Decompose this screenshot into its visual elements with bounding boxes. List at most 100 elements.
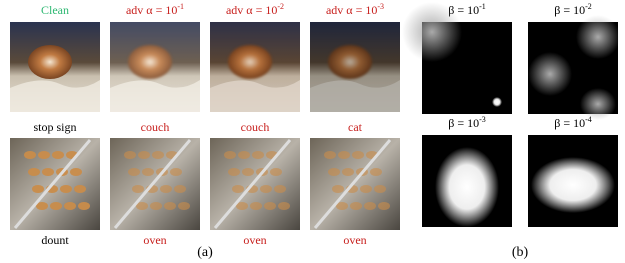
donut bbox=[360, 185, 372, 193]
donut bbox=[60, 185, 72, 193]
mask-blob bbox=[402, 2, 462, 62]
donut bbox=[178, 202, 190, 210]
donut bbox=[228, 168, 240, 176]
title-text: β = 10 bbox=[554, 116, 585, 130]
oven-image bbox=[110, 138, 200, 230]
donut bbox=[350, 202, 362, 210]
donut bbox=[270, 168, 282, 176]
dog-image bbox=[210, 22, 300, 112]
donut bbox=[164, 202, 176, 210]
donut bbox=[42, 168, 54, 176]
exponent: -3 bbox=[377, 2, 384, 11]
donut bbox=[170, 168, 182, 176]
donut bbox=[260, 185, 272, 193]
prediction-label: stop sign bbox=[33, 120, 76, 134]
column-title: Clean bbox=[41, 3, 69, 17]
mask-blob bbox=[528, 52, 572, 96]
donut bbox=[74, 185, 86, 193]
title: β = 10-2 bbox=[554, 2, 592, 17]
donut bbox=[274, 185, 286, 193]
title: adv α = 10-3 bbox=[326, 2, 384, 17]
images bbox=[10, 2, 620, 230]
donut bbox=[150, 202, 162, 210]
dog-face bbox=[28, 45, 72, 79]
title: β = 10-4 bbox=[554, 115, 592, 130]
donut bbox=[242, 168, 254, 176]
title-text: adv α = 10 bbox=[226, 3, 277, 17]
donut bbox=[64, 202, 76, 210]
donut bbox=[52, 151, 64, 159]
mask-blob bbox=[492, 97, 502, 107]
dog-image bbox=[110, 22, 200, 112]
donut bbox=[138, 151, 150, 159]
donut bbox=[142, 168, 154, 176]
saliency-mask bbox=[402, 2, 512, 114]
saliency-mask bbox=[528, 135, 618, 227]
donut bbox=[132, 185, 144, 193]
donut bbox=[232, 185, 244, 193]
donut bbox=[32, 185, 44, 193]
donut bbox=[238, 151, 250, 159]
saliency-mask bbox=[422, 135, 512, 227]
donut bbox=[332, 185, 344, 193]
title-text: adv α = 10 bbox=[326, 3, 377, 17]
donut bbox=[174, 185, 186, 193]
donut bbox=[160, 185, 172, 193]
donut bbox=[78, 202, 90, 210]
figure: Clean adv α = 10-1adv α = 10-2adv α = 10… bbox=[0, 0, 625, 263]
dog-image bbox=[310, 22, 400, 112]
mask-blob bbox=[580, 88, 616, 120]
caption: (b) bbox=[512, 245, 529, 260]
donut bbox=[70, 168, 82, 176]
donut bbox=[128, 168, 140, 176]
mask-blob bbox=[576, 15, 620, 59]
exponent: -3 bbox=[479, 115, 486, 124]
dog-image bbox=[10, 22, 100, 112]
noise bbox=[210, 22, 300, 112]
prediction-label: couch bbox=[141, 120, 170, 134]
donut bbox=[264, 202, 276, 210]
donut bbox=[370, 168, 382, 176]
donut bbox=[124, 151, 136, 159]
noise bbox=[310, 22, 400, 112]
title-text: β = 10 bbox=[554, 3, 585, 17]
prediction-label: cat bbox=[348, 120, 363, 134]
donut bbox=[50, 202, 62, 210]
donut bbox=[338, 151, 350, 159]
caption: (a) bbox=[197, 245, 213, 260]
donut bbox=[24, 151, 36, 159]
title-text: adv α = 10 bbox=[126, 3, 177, 17]
title: adv α = 10-2 bbox=[226, 2, 284, 17]
prediction-label: oven bbox=[243, 233, 266, 247]
donut bbox=[28, 168, 40, 176]
donut bbox=[278, 202, 290, 210]
donut bbox=[374, 185, 386, 193]
oven-image bbox=[210, 138, 300, 230]
prediction-label: oven bbox=[343, 233, 366, 247]
title: adv α = 10-1 bbox=[126, 2, 184, 17]
donut bbox=[38, 151, 50, 159]
oven-image bbox=[10, 138, 100, 230]
donut bbox=[364, 202, 376, 210]
donut bbox=[324, 151, 336, 159]
title-text: β = 10 bbox=[448, 116, 479, 130]
title: β = 10-3 bbox=[448, 115, 486, 130]
exponent: -2 bbox=[585, 2, 592, 11]
noise bbox=[110, 22, 200, 112]
prediction-label: dount bbox=[41, 233, 69, 247]
donut bbox=[378, 202, 390, 210]
exponent: -1 bbox=[479, 2, 486, 11]
exponent: -1 bbox=[177, 2, 184, 11]
mask-blob bbox=[435, 147, 499, 227]
donut bbox=[328, 168, 340, 176]
prediction-label: oven bbox=[143, 233, 166, 247]
donut bbox=[250, 202, 262, 210]
prediction-label: couch bbox=[241, 120, 270, 134]
oven-image bbox=[310, 138, 400, 230]
donut bbox=[342, 168, 354, 176]
donut bbox=[252, 151, 264, 159]
saliency-mask bbox=[528, 15, 620, 120]
donut bbox=[224, 151, 236, 159]
mask-blob bbox=[531, 157, 615, 213]
